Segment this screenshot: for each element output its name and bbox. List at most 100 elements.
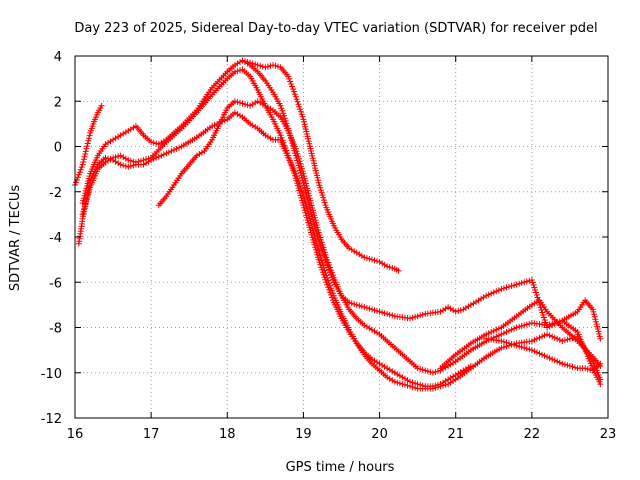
data-point [234,99,241,105]
y-tick-label: 0 [54,141,62,156]
data-point [127,157,134,164]
data-point [506,327,512,334]
data-point [98,102,105,109]
data-point [434,368,441,375]
data-point [84,140,91,147]
data-point [115,153,122,160]
data-point [526,277,533,284]
chart-title: Day 223 of 2025, Sidereal Day-to-day VTE… [74,21,597,36]
data-point [521,279,528,286]
data-point [395,267,402,274]
data-point [84,143,91,150]
data-point [75,171,82,178]
series-track-5 [239,57,402,274]
data-point [85,137,92,144]
y-tick-label: 2 [54,95,62,110]
data-point [299,113,306,120]
data-point [239,100,246,107]
data-point [293,96,300,103]
data-point [493,326,500,333]
data-point [500,338,507,345]
data-point [79,161,86,168]
x-tick-label: 20 [371,427,388,442]
data-point [366,255,373,262]
data-point [83,145,90,152]
data-point [597,381,604,388]
data-point [282,144,289,151]
data-point [284,150,291,156]
data-point [327,289,334,296]
data-point [399,381,406,388]
data-point [414,365,421,372]
data-point [168,148,175,154]
data-point [132,159,139,166]
data-point [533,349,540,356]
data-point [275,63,281,70]
data-point [160,151,167,158]
data-point [153,140,160,147]
series-line [82,59,601,385]
data-point [290,88,297,95]
data-point [546,355,553,361]
data-point [500,344,507,351]
data-point [541,332,548,339]
data-series [72,57,604,392]
x-tick-label: 21 [447,427,464,442]
data-point [221,117,228,124]
data-point [77,166,84,173]
data-point [239,57,246,64]
data-point [434,381,441,388]
data-point [324,256,331,263]
x-tick-label: 22 [524,427,541,442]
data-point [267,62,274,69]
data-point [329,269,335,276]
x-axis-label: GPS time / hours [286,460,395,475]
data-point [506,340,512,347]
data-point [559,338,566,345]
series-line [82,68,472,387]
grid [75,56,608,418]
data-point [148,139,155,145]
data-point [546,321,553,328]
data-point [488,290,495,297]
y-axis-ticks: 4 2 0 -2 -4 -6 -8 -10 -12 [41,50,608,427]
x-tick-label: 16 [67,427,84,442]
data-point [140,157,147,164]
data-point [521,344,528,351]
data-point [554,358,561,365]
data-point [414,381,421,388]
data-point [386,264,393,271]
y-tick-label: -6 [49,276,62,291]
data-point [419,382,426,389]
data-point [374,258,380,265]
y-axis-label: SDTVAR / TECUs [8,185,23,292]
data-point [374,307,380,314]
data-point [289,83,295,90]
data-point [506,283,512,290]
data-point [407,315,413,322]
data-point [353,301,360,308]
data-point [597,335,604,342]
series-track-3 [79,57,604,388]
x-tick-label: 19 [295,427,312,442]
data-point [521,322,528,329]
data-point [513,281,520,288]
data-point [541,352,548,359]
data-point [419,366,426,373]
data-point [281,115,288,122]
data-point [173,145,180,152]
data-point [566,363,573,369]
x-axis-ticks: 16 17 18 19 20 21 22 23 [67,56,616,442]
data-point [419,311,426,318]
data-point [427,369,434,375]
data-point [559,360,566,367]
data-point [86,132,93,139]
data-point [366,305,373,312]
data-point [513,324,520,331]
data-point [361,254,368,261]
data-point [500,330,507,337]
series-track-6 [155,98,604,376]
series-track-4 [72,102,105,188]
y-tick-label: -2 [49,186,62,201]
